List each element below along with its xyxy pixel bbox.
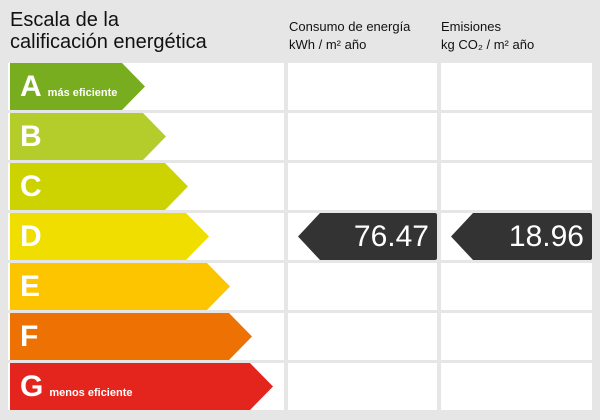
rating-row-e: E	[0, 263, 600, 310]
emisiones-cell	[441, 113, 592, 160]
rating-arrow: D	[10, 213, 209, 260]
rating-row-b: B	[0, 113, 600, 160]
consumo-title: Consumo de energía	[289, 19, 411, 34]
title-line2: calificación energética	[10, 31, 207, 53]
consumo-unit: kWh / m² año	[289, 37, 367, 52]
emisiones-cell	[441, 313, 592, 360]
consumo-cell	[288, 63, 437, 110]
consumo-cell	[288, 363, 437, 410]
rating-label: más eficiente	[47, 86, 118, 99]
rating-letter: B	[20, 119, 42, 153]
rating-letter: F	[20, 319, 39, 353]
rating-arrow: G menos eficiente	[10, 363, 273, 410]
rating-letter: A	[20, 69, 42, 103]
rating-row-c: C	[0, 163, 600, 210]
rating-row-f: F	[0, 313, 600, 360]
rating-arrow: F	[10, 313, 252, 360]
consumo-cell	[288, 313, 437, 360]
rating-letter: E	[20, 269, 41, 303]
rating-label: menos eficiente	[49, 386, 133, 399]
rating-row-g: G menos eficiente	[0, 363, 600, 410]
rating-letter: C	[20, 169, 42, 203]
emisiones-cell	[441, 263, 592, 310]
rating-letter: D	[20, 219, 42, 253]
rating-arrow: A más eficiente	[10, 63, 145, 110]
rating-row-a: A más eficiente	[0, 63, 600, 110]
consumo-value-badge: 76.47	[298, 213, 437, 260]
rating-row-d: D 76.47 18.96	[0, 213, 600, 260]
emisiones-title: Emisiones	[441, 19, 501, 34]
emisiones-header: Emisiones kg CO₂ / m² año	[441, 18, 534, 54]
page-title: Escala de la calificación energética	[10, 9, 207, 53]
rating-arrow: C	[10, 163, 188, 210]
emisiones-value-badge: 18.96	[451, 213, 592, 260]
emisiones-unit: kg CO₂ / m² año	[441, 37, 535, 52]
consumo-cell	[288, 163, 437, 210]
emisiones-cell	[441, 363, 592, 410]
consumo-cell	[288, 263, 437, 310]
emisiones-cell	[441, 63, 592, 110]
rating-arrow: B	[10, 113, 166, 160]
consumo-cell	[288, 113, 437, 160]
consumo-header: Consumo de energía kWh / m² año	[289, 18, 410, 54]
title-line1: Escala de la	[10, 9, 119, 31]
rating-letter: G	[20, 369, 44, 403]
emisiones-cell	[441, 163, 592, 210]
rating-arrow: E	[10, 263, 230, 310]
